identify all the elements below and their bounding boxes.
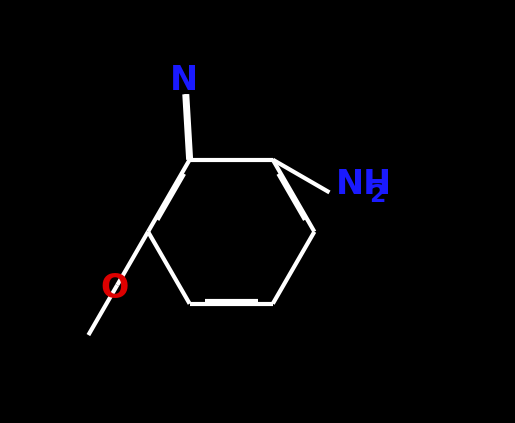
Text: NH: NH [336, 168, 392, 201]
Text: O: O [101, 272, 129, 305]
Text: 2: 2 [370, 184, 386, 208]
Text: N: N [169, 64, 198, 97]
